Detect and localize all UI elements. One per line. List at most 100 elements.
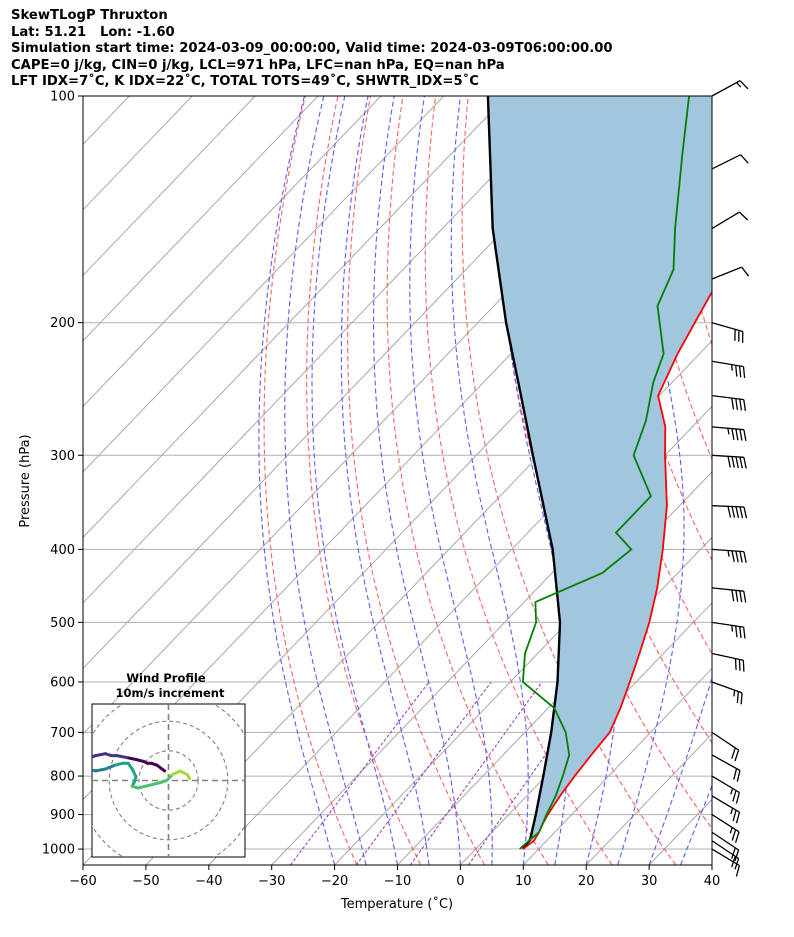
wind-barb-flag bbox=[727, 456, 731, 468]
y-tick-label: 300 bbox=[50, 449, 75, 464]
wind-barb-half-flag bbox=[730, 788, 734, 795]
x-tick-label: 30 bbox=[641, 874, 658, 889]
wind-barb-flag bbox=[735, 550, 739, 563]
wind-barb-staff bbox=[711, 154, 741, 170]
moist-adiabat-line bbox=[373, 96, 461, 865]
y-tick-label: 500 bbox=[50, 616, 75, 631]
y-tick-label: 1000 bbox=[42, 843, 75, 858]
dry-adiabat-line bbox=[263, 96, 358, 865]
hodograph-segment bbox=[155, 763, 167, 773]
wind-barb-staff bbox=[711, 848, 740, 867]
wind-barb-flag bbox=[735, 398, 739, 410]
time-line: Simulation start time: 2024-03-09_00:00:… bbox=[11, 41, 613, 56]
wind-barb-staff bbox=[711, 840, 739, 860]
wind-barb-flag bbox=[735, 625, 738, 638]
wind-barb bbox=[711, 505, 748, 519]
wind-barb-half-flag bbox=[727, 428, 730, 435]
mixing-ratio-line bbox=[290, 681, 430, 865]
wind-barb-flag bbox=[743, 591, 747, 603]
isotherm-line bbox=[83, 96, 508, 539]
wind-barb-staff bbox=[711, 211, 740, 230]
wind-barb-half-flag bbox=[736, 82, 742, 88]
parcel-profile-line bbox=[486, 96, 562, 850]
wind-barb-flag bbox=[735, 865, 741, 877]
y-tick-label: 900 bbox=[50, 808, 75, 823]
x-tick-label: 40 bbox=[704, 874, 721, 889]
isotherm-line bbox=[83, 96, 256, 277]
wind-barb-flag bbox=[735, 812, 741, 824]
wind-barb-flag bbox=[732, 790, 737, 802]
wind-barb bbox=[711, 80, 749, 97]
wind-barb bbox=[711, 454, 747, 469]
wind-barb-flag bbox=[731, 747, 736, 759]
hodograph-segment bbox=[124, 756, 138, 761]
wind-barb-staff bbox=[711, 831, 739, 851]
wind-barb-flag bbox=[739, 456, 743, 469]
dry-adiabat-line bbox=[386, 96, 549, 865]
dry-adiabat-line bbox=[461, 96, 677, 865]
wind-barb bbox=[711, 754, 741, 782]
wind-barb-staff bbox=[711, 80, 741, 97]
x-tick-label: −10 bbox=[384, 874, 411, 889]
isotherm-line bbox=[397, 536, 712, 865]
wind-barb-flag bbox=[738, 211, 749, 221]
wind-barb-flag bbox=[740, 692, 743, 705]
wind-barb-flag bbox=[733, 768, 738, 780]
wind-barb-flag bbox=[742, 627, 746, 639]
wind-barb-half-flag bbox=[727, 550, 730, 557]
stability-line: CAPE=0 j/kg, CIN=0 j/kg, LCL=971 hPa, LF… bbox=[11, 57, 505, 73]
dry-adiabat-line bbox=[531, 96, 712, 744]
wind-barb bbox=[711, 652, 745, 672]
wind-barb-flag bbox=[735, 590, 739, 602]
wind-barb-flag bbox=[739, 506, 744, 519]
wind-barb-half-flag bbox=[731, 364, 733, 371]
moist-adiabat-line bbox=[340, 96, 430, 865]
wind-barb bbox=[711, 814, 740, 843]
wind-barb bbox=[711, 266, 750, 280]
x-tick-label: −40 bbox=[195, 874, 222, 889]
hodograph-segment bbox=[75, 761, 83, 765]
wind-barb-flag bbox=[743, 457, 747, 469]
wind-barb-staff bbox=[711, 754, 741, 772]
wind-barb-staff bbox=[711, 360, 744, 368]
x-tick-label: 20 bbox=[578, 874, 595, 889]
wind-barb-staff bbox=[711, 426, 744, 431]
isotherm-line bbox=[711, 864, 712, 865]
wind-barb-flag bbox=[743, 506, 748, 519]
indices-line: LFT IDX=7˚C, K IDX=22˚C, TOTAL TOTS=49˚C… bbox=[11, 74, 479, 89]
cin-shaded-area bbox=[487, 96, 712, 849]
wind-barb-flag bbox=[739, 590, 743, 603]
wind-barb bbox=[711, 322, 744, 343]
wind-barb bbox=[711, 211, 749, 230]
mixing-ratio-line bbox=[409, 681, 543, 865]
wind-barb-flag bbox=[731, 398, 735, 410]
hodograph-segment bbox=[186, 773, 191, 781]
wind-barb-flag bbox=[743, 551, 747, 563]
x-axis-label: Temperature (˚C) bbox=[340, 896, 453, 912]
hodograph-segment bbox=[69, 765, 75, 769]
wind-barb-staff bbox=[711, 548, 744, 553]
y-tick-label: 400 bbox=[50, 543, 75, 558]
wind-barb bbox=[711, 848, 741, 877]
wind-barb bbox=[711, 395, 747, 411]
hodograph-segment bbox=[77, 765, 87, 769]
x-tick-label: −60 bbox=[69, 874, 96, 889]
wind-barb-flag bbox=[735, 456, 739, 469]
wind-barb-flag bbox=[742, 366, 746, 379]
chart-header: SkewTLogP Thruxton Lat: 51.21 Lon: -1.60… bbox=[11, 8, 613, 91]
hodograph-segment bbox=[94, 767, 107, 773]
wind-barb-staff bbox=[711, 731, 739, 751]
y-tick-label: 700 bbox=[50, 726, 75, 741]
wind-barb-flag bbox=[734, 858, 740, 870]
x-tick-label: −30 bbox=[258, 874, 285, 889]
hodograph-title: Wind Profile bbox=[126, 671, 206, 685]
y-tick-label: 200 bbox=[50, 316, 75, 331]
y-tick-label: 600 bbox=[50, 675, 75, 690]
hodograph-segment bbox=[92, 754, 98, 759]
dry-adiabat-line bbox=[727, 83, 794, 865]
wind-barb bbox=[711, 426, 747, 442]
wind-barb-flag bbox=[734, 749, 740, 762]
wind-barb bbox=[711, 681, 743, 705]
wind-barb-flag bbox=[740, 154, 749, 164]
